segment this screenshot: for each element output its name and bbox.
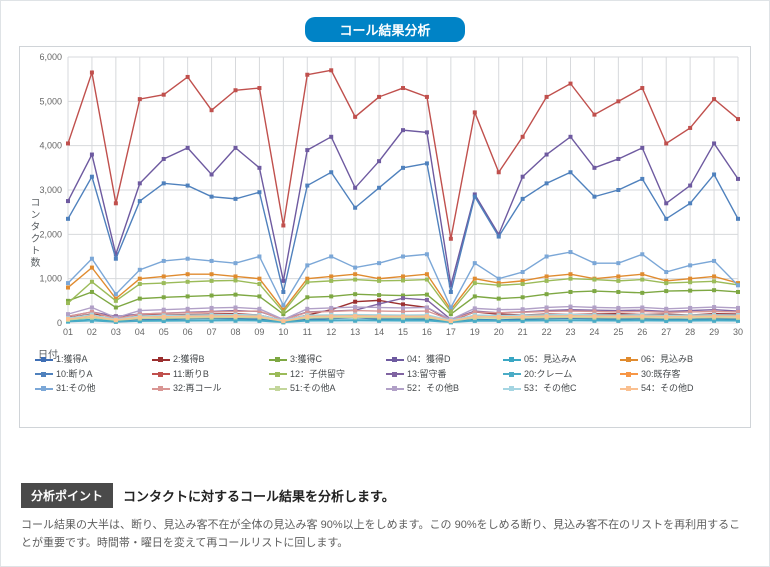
legend-label: 52：その他B [407, 382, 459, 396]
legend-item: 32:再コール [152, 382, 267, 396]
legend-swatch [269, 359, 287, 361]
svg-text:22: 22 [542, 327, 552, 337]
y-axis-label: コンタクト数 [26, 197, 41, 269]
legend-swatch [620, 388, 638, 390]
legend-swatch [35, 373, 53, 375]
legend-item: 20:クレーム [503, 368, 618, 382]
svg-text:16: 16 [422, 327, 432, 337]
legend-swatch [35, 359, 53, 361]
legend-swatch [152, 359, 170, 361]
svg-text:06: 06 [183, 327, 193, 337]
legend-item: 06：見込みB [620, 353, 735, 367]
svg-text:26: 26 [637, 327, 647, 337]
svg-text:25: 25 [613, 327, 623, 337]
svg-text:27: 27 [661, 327, 671, 337]
svg-text:15: 15 [398, 327, 408, 337]
legend-label: 53：その他C [524, 382, 577, 396]
legend-swatch [269, 373, 287, 375]
svg-text:20: 20 [494, 327, 504, 337]
svg-text:1,000: 1,000 [39, 274, 62, 284]
svg-text:5,000: 5,000 [39, 96, 62, 106]
svg-text:13: 13 [350, 327, 360, 337]
svg-text:6,000: 6,000 [39, 52, 62, 62]
svg-text:29: 29 [709, 327, 719, 337]
svg-text:2,000: 2,000 [39, 229, 62, 239]
legend-label: 32:再コール [173, 382, 222, 396]
legend-swatch [152, 388, 170, 390]
svg-text:09: 09 [254, 327, 264, 337]
analysis-tag: 分析ポイント [21, 483, 113, 508]
svg-text:3,000: 3,000 [39, 185, 62, 195]
svg-text:04: 04 [135, 327, 145, 337]
legend-item: 2:獲得B [152, 353, 267, 367]
svg-text:05: 05 [159, 327, 169, 337]
legend-item: 12：子供留守 [269, 368, 384, 382]
svg-text:07: 07 [207, 327, 217, 337]
legend-label: 2:獲得B [173, 353, 205, 367]
svg-text:03: 03 [111, 327, 121, 337]
legend-item: 31:その他 [35, 382, 150, 396]
legend-item: 10:断りA [35, 368, 150, 382]
legend-label: 20:クレーム [524, 368, 572, 382]
svg-text:23: 23 [565, 327, 575, 337]
svg-text:01: 01 [63, 327, 73, 337]
svg-text:17: 17 [446, 327, 456, 337]
legend-swatch [35, 388, 53, 390]
legend-label: 30:既存客 [641, 368, 681, 382]
legend-swatch [503, 388, 521, 390]
analysis-body: コール結果の大半は、断り、見込み客不在が全体の見込み客 90%以上をしめます。こ… [21, 516, 749, 552]
legend-swatch [620, 359, 638, 361]
legend-item: 52：その他B [386, 382, 501, 396]
legend-label: 06：見込みB [641, 353, 693, 367]
chart-container: コンタクト数 日付 01,0002,0003,0004,0005,0006,00… [19, 46, 751, 428]
svg-text:11: 11 [303, 327, 312, 337]
report-card: コール結果分析 コンタクト数 日付 01,0002,0003,0004,0005… [0, 0, 770, 567]
svg-text:30: 30 [733, 327, 743, 337]
legend-item: 11:断りB [152, 368, 267, 382]
legend-label: 10:断りA [56, 368, 93, 382]
svg-text:4,000: 4,000 [39, 141, 62, 151]
legend-item: 51:その他A [269, 382, 384, 396]
legend-label: 31:その他 [56, 382, 96, 396]
line-chart: 0 1,000 2,000 3,000 4,000 5,000 6,000 01 02 03 04 0… [20, 47, 750, 347]
legend-swatch [386, 388, 404, 390]
legend-swatch [152, 373, 170, 375]
legend-swatch [386, 359, 404, 361]
legend-label: 3:獲得C [290, 353, 322, 367]
legend-label: 54：その他D [641, 382, 694, 396]
legend-item: 30:既存客 [620, 368, 735, 382]
svg-text:21: 21 [518, 327, 528, 337]
legend-swatch [386, 373, 404, 375]
legend-label: 51:その他A [290, 382, 336, 396]
legend-item: 53：その他C [503, 382, 618, 396]
legend-item: 54：その他D [620, 382, 735, 396]
svg-text:28: 28 [685, 327, 695, 337]
svg-text:24: 24 [589, 327, 599, 337]
svg-text:02: 02 [87, 327, 97, 337]
legend-swatch [503, 373, 521, 375]
svg-text:14: 14 [374, 327, 384, 337]
legend-swatch [620, 373, 638, 375]
chart-legend: 1:獲得A 2:獲得B 3:獲得C 04：獲得D 05：見込みA 06：見込みB 10:断り… [23, 349, 747, 402]
legend-label: 05：見込みA [524, 353, 576, 367]
legend-label: 04：獲得D [407, 353, 451, 367]
legend-label: 12：子供留守 [290, 368, 345, 382]
legend-swatch [503, 359, 521, 361]
legend-label: 13:留守番 [407, 368, 447, 382]
analysis-headline: コンタクトに対するコール結果を分析します。 [123, 486, 395, 505]
svg-text:12: 12 [326, 327, 336, 337]
legend-item: 13:留守番 [386, 368, 501, 382]
svg-text:10: 10 [278, 327, 288, 337]
legend-label: 11:断りB [173, 368, 209, 382]
legend-item: 04：獲得D [386, 353, 501, 367]
svg-text:08: 08 [230, 327, 240, 337]
chart-title: コール結果分析 [305, 17, 465, 42]
legend-item: 05：見込みA [503, 353, 618, 367]
legend-label: 1:獲得A [56, 353, 88, 367]
legend-swatch [269, 388, 287, 390]
svg-text:19: 19 [470, 327, 480, 337]
analysis-section: 分析ポイント コンタクトに対するコール結果を分析します。 コール結果の大半は、断… [21, 483, 749, 552]
svg-text:0: 0 [57, 318, 62, 328]
legend-item: 3:獲得C [269, 353, 384, 367]
